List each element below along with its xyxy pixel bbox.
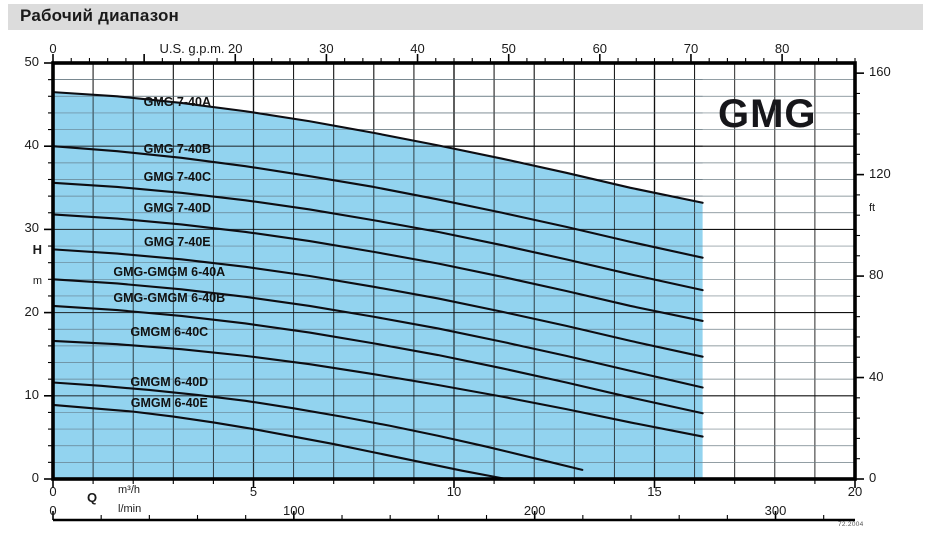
curve-label: GMG 7-40A — [144, 95, 211, 109]
tick-label-left: 10 — [25, 387, 39, 402]
axis-unit-right: ft — [869, 202, 875, 214]
tick-label-right: 120 — [869, 166, 891, 181]
tick-label-top: 20 — [228, 41, 242, 56]
tick-label-bottom-primary: 15 — [647, 484, 661, 499]
curve-label: GMG-GMGM 6-40B — [113, 291, 225, 305]
tick-label-top: 50 — [501, 41, 515, 56]
tick-label-bottom-primary: 10 — [447, 484, 461, 499]
tick-label-bottom-secondary: 0 — [49, 503, 56, 518]
curve-label: GMGM 6-40D — [130, 375, 208, 389]
tick-label-bottom-primary: 5 — [250, 484, 257, 499]
tick-label-bottom-secondary: 100 — [283, 503, 305, 518]
brand-logo: GMG — [718, 92, 817, 137]
curve-label: GMGM 6-40E — [131, 396, 208, 410]
tick-label-right: 80 — [869, 267, 883, 282]
curve-label: GMG 7-40D — [144, 201, 211, 215]
tick-label-left: 0 — [32, 470, 39, 485]
tick-label-bottom-secondary: 300 — [765, 503, 787, 518]
tick-label-top: 0 — [49, 41, 56, 56]
tick-label-top: 70 — [684, 41, 698, 56]
tick-label-bottom-secondary: 200 — [524, 503, 546, 518]
curve-label: GMG-GMGM 6-40A — [113, 265, 225, 279]
tick-label-top: 30 — [319, 41, 333, 56]
tick-label-right: 0 — [869, 470, 876, 485]
curve-label: GMG 7-40B — [144, 142, 211, 156]
tick-label-top: 80 — [775, 41, 789, 56]
axis-unit-bottom-primary: m³/h — [118, 484, 140, 496]
tick-label-bottom-primary: 20 — [848, 484, 862, 499]
tick-label-right: 40 — [869, 369, 883, 384]
axis-symbol-left: H — [33, 242, 42, 257]
tick-label-top: 40 — [410, 41, 424, 56]
tick-label-bottom-primary: 0 — [49, 484, 56, 499]
tick-label-left: 20 — [25, 304, 39, 319]
tick-label-left: 50 — [25, 54, 39, 69]
curve-label: GMG 7-40C — [144, 170, 211, 184]
document-code: 72.2004 — [838, 521, 864, 528]
tick-label-top: 60 — [593, 41, 607, 56]
pump-curve-page: Рабочий диапазон GMG 72.2004 GMG 7-40AGM… — [0, 0, 931, 537]
axis-unit-left: m — [33, 275, 42, 287]
axis-unit-bottom-secondary: l/min — [118, 503, 141, 515]
curve-label: GMGM 6-40C — [130, 325, 208, 339]
tick-label-left: 40 — [25, 137, 39, 152]
axis-symbol-bottom: Q — [87, 490, 97, 505]
axis-unit-top: U.S. g.p.m. — [159, 41, 224, 56]
tick-label-right: 160 — [869, 64, 891, 79]
tick-label-left: 30 — [25, 220, 39, 235]
curve-label: GMG 7-40E — [144, 235, 211, 249]
